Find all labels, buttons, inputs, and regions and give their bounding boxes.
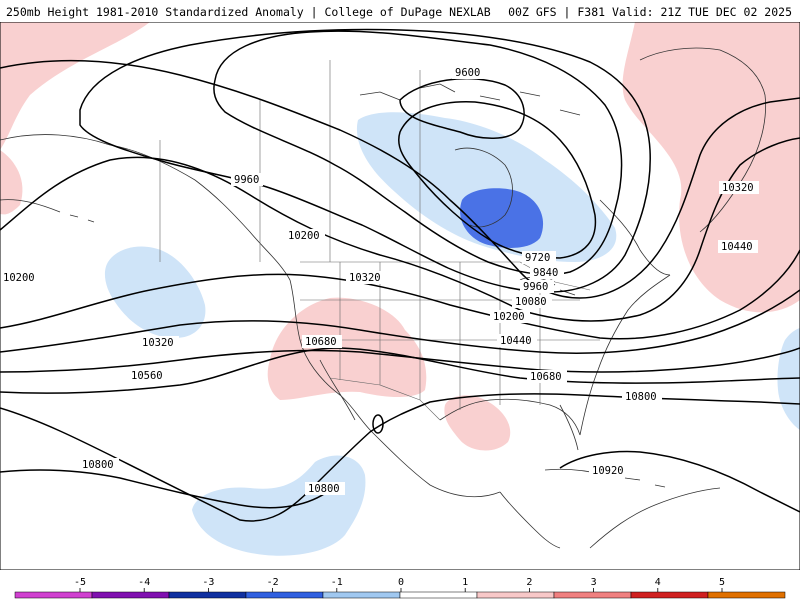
colorbar-tick-label: 5	[719, 577, 725, 588]
contour-label: 10200	[3, 272, 35, 284]
anomaly-map: 9600 9720 9840 9960 9960 10080 10200 102…	[0, 22, 800, 570]
colorbar-tick-label: 4	[655, 577, 661, 588]
east-coast	[579, 274, 671, 436]
contour-10200	[0, 137, 800, 322]
contour-label: 10320	[142, 337, 174, 349]
contour-label: 9960	[523, 281, 548, 293]
height-contours	[0, 28, 800, 522]
colorbar-swatch	[14, 591, 93, 599]
colorbar-swatches	[14, 591, 786, 599]
contour-10800-south	[0, 469, 331, 509]
colorbar-swatch	[91, 591, 170, 599]
gulf-coast	[439, 398, 581, 436]
negative-anomaly-canada	[356, 112, 617, 262]
arctic-islands	[359, 83, 581, 116]
colorbar-swatch	[553, 591, 632, 599]
negative-anomaly-east-pacific	[192, 455, 366, 556]
colorbar-swatch	[245, 591, 324, 599]
us-mexico-border	[329, 377, 441, 421]
baja-coast	[319, 359, 356, 421]
contour-10440	[0, 289, 800, 354]
contour-9720	[398, 101, 597, 259]
colorbar-swatch	[707, 591, 786, 599]
anomaly-colorbar: -5 -4 -3 -2 -1 0 1 2 3 4 5	[0, 570, 800, 600]
west-coast	[289, 279, 373, 433]
alaska-coast	[0, 134, 291, 281]
contour-label: 10800	[82, 459, 114, 471]
contour-label: 9720	[525, 252, 550, 264]
contour-9960	[79, 28, 651, 293]
positive-anomaly-gulf	[444, 395, 511, 451]
contour-10680	[0, 347, 800, 394]
contour-label: 9600	[455, 67, 480, 79]
colorbar-tick-label: -3	[202, 577, 214, 588]
contour-label: 10560	[131, 370, 163, 382]
negative-anomaly-pacific	[104, 246, 206, 338]
contour-label: 10200	[493, 311, 525, 323]
contour-10080	[0, 59, 800, 299]
map-header: 250mb Height 1981-2010 Standardized Anom…	[0, 0, 800, 22]
colorbar-swatch	[322, 591, 401, 599]
map-title: 250mb Height 1981-2010 Standardized Anom…	[6, 5, 491, 19]
contour-10560	[0, 347, 800, 373]
contour-label: 10080	[515, 296, 547, 308]
colorbar-tick-label: -1	[331, 577, 343, 588]
contour-label: 10320	[722, 182, 754, 194]
aleutian-islands	[0, 199, 95, 223]
contour-label: 10680	[530, 371, 562, 383]
colorbar-swatch	[630, 591, 709, 599]
hudson-bay	[454, 147, 513, 228]
contour-label: 10320	[349, 272, 381, 284]
contour-label: 9960	[234, 174, 259, 186]
colorbar-ticks: -5 -4 -3 -2 -1 0 1 2 3 4 5	[74, 577, 725, 592]
contour-label-group: 9600 9720 9840 9960 9960 10080 10200 102…	[0, 66, 759, 495]
colorbar-tick-label: -5	[74, 577, 86, 588]
contour-label: 10200	[288, 230, 320, 242]
positive-anomaly-w-edge	[0, 150, 23, 215]
colorbar-tick-label: -4	[138, 577, 150, 588]
colorbar-swatch	[476, 591, 555, 599]
contour-10320	[0, 249, 800, 340]
contour-closed-mexico	[372, 414, 384, 434]
mexico-coast	[371, 431, 501, 498]
colorbar-swatch	[399, 591, 478, 599]
contour-9600	[399, 77, 525, 139]
colorbar-tick-label: 0	[398, 577, 404, 588]
positive-anomaly-nw	[0, 22, 150, 150]
contour-label: 10800	[625, 391, 657, 403]
contour-label: 10440	[500, 335, 532, 347]
labrador-coast	[599, 199, 671, 276]
contour-label: 9840	[533, 267, 558, 279]
positive-anomaly-greenland	[622, 22, 800, 313]
contour-label: 10440	[721, 241, 753, 253]
colorbar-tick-label: -2	[267, 577, 279, 588]
contour-label: 10680	[305, 336, 337, 348]
colorbar-tick-label: 2	[526, 577, 532, 588]
central-america	[499, 491, 561, 549]
model-run-info: 00Z GFS | F381 Valid: 21Z TUE DEC 02 202…	[508, 5, 792, 19]
florida	[559, 404, 579, 451]
colorbar-tick-label: 1	[462, 577, 468, 588]
contour-10800	[0, 393, 800, 522]
contour-9840	[213, 30, 623, 276]
south-america-coast	[589, 487, 721, 549]
colorbar-swatch	[168, 591, 247, 599]
contour-10920	[559, 450, 800, 513]
contour-label: 10920	[592, 465, 624, 477]
colorbar-tick-label: 3	[591, 577, 597, 588]
geography-outlines	[0, 47, 766, 549]
contour-label: 10800	[308, 483, 340, 495]
